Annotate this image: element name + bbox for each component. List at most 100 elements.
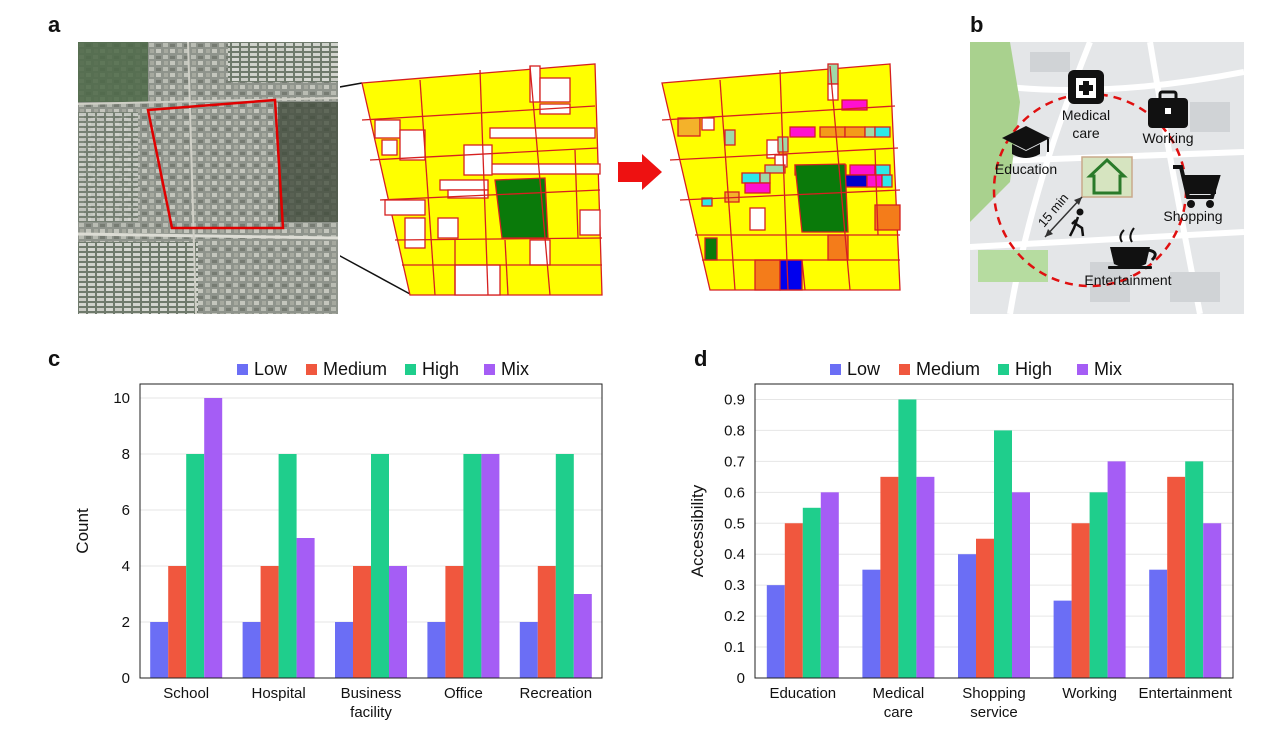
- bar-high: [1185, 461, 1204, 678]
- plot-frame: [139, 383, 603, 679]
- y-tick-label: 4: [122, 558, 130, 575]
- legend-label-low: Low: [847, 359, 881, 379]
- y-tick-label: 0.5: [724, 515, 745, 532]
- bar-low: [862, 569, 881, 678]
- medical-care-label-line2: care: [1072, 125, 1099, 141]
- graduation-cap-icon: [1002, 126, 1050, 158]
- entertainment-label: Entertainment: [1084, 272, 1171, 288]
- panel-label-c: c: [48, 346, 61, 371]
- bar-medium: [260, 566, 279, 678]
- bar-mix: [481, 454, 500, 678]
- legend-label-high: High: [1015, 359, 1052, 379]
- y-tick-label: 0.2: [724, 608, 745, 625]
- bar-mix: [1012, 492, 1030, 678]
- bar-low: [242, 622, 261, 678]
- x-tick-label: Entertainment: [1139, 685, 1233, 702]
- bar-high: [186, 454, 205, 678]
- bar-medium: [537, 566, 556, 678]
- y-tick-label: 6: [122, 502, 130, 519]
- y-tick-label: 0: [737, 670, 745, 687]
- hospital-icon: [1068, 70, 1104, 104]
- y-tick-label: 0.4: [724, 546, 745, 563]
- y-axis-label: Accessibility: [688, 484, 707, 577]
- x-tick-label: service: [970, 704, 1018, 721]
- y-tick-label: 2: [122, 614, 130, 631]
- bar-mix: [573, 594, 592, 678]
- x-tick-label: Shopping: [962, 685, 1025, 702]
- bar-low: [335, 622, 353, 678]
- legend-swatch-high: [405, 364, 416, 375]
- walking-person-icon: [1068, 208, 1085, 237]
- legend-swatch-low: [830, 364, 841, 375]
- legend-swatch-medium: [306, 364, 317, 375]
- bar-high: [1089, 492, 1108, 678]
- coffee-cup-icon: [1108, 227, 1157, 269]
- legend-label-high: High: [422, 359, 459, 379]
- x-tick-label: Hospital: [251, 685, 305, 702]
- briefcase-icon: [1148, 90, 1188, 128]
- legend-swatch-mix: [1077, 364, 1088, 375]
- y-tick-label: 8: [122, 446, 130, 463]
- y-tick-label: 0.6: [724, 484, 745, 501]
- bar-mix: [820, 492, 839, 678]
- y-tick-label: 0.3: [724, 577, 745, 594]
- bar-medium: [168, 566, 187, 678]
- arrow-icon: [618, 154, 662, 190]
- home-icon: [1081, 156, 1133, 198]
- bar-mix: [204, 398, 223, 678]
- bar-low: [1053, 600, 1072, 678]
- legend-swatch-low: [237, 364, 248, 375]
- education-label: Education: [995, 161, 1057, 177]
- x-tick-label: School: [163, 685, 209, 702]
- bar-high: [802, 507, 821, 678]
- y-tick-label: 10: [113, 390, 130, 407]
- x-tick-label: Medical: [873, 685, 925, 702]
- connector-line-bottom: [340, 255, 411, 295]
- parcel-map-original: [361, 63, 603, 296]
- legend-label-medium: Medium: [323, 359, 387, 379]
- plot-frame: [754, 383, 1234, 679]
- connector-line-top: [340, 82, 363, 88]
- bar-medium: [784, 523, 803, 678]
- bar-medium: [353, 566, 371, 678]
- legend-swatch-mix: [484, 364, 495, 375]
- bar-mix: [296, 538, 315, 678]
- y-axis-label: Count: [73, 508, 92, 554]
- shopping-label: Shopping: [1163, 208, 1222, 224]
- y-tick-label: 0.8: [724, 422, 745, 439]
- bar-medium: [880, 476, 899, 678]
- y-tick-label: 0.9: [724, 391, 745, 408]
- x-tick-label: Education: [769, 685, 836, 702]
- legend-label-mix: Mix: [1094, 359, 1122, 379]
- bar-high: [371, 454, 389, 678]
- parcel-maps: [340, 63, 901, 296]
- bar-mix: [1107, 461, 1126, 678]
- x-tick-label: Business: [341, 685, 402, 702]
- bar-high: [463, 454, 482, 678]
- bar-high: [994, 430, 1012, 678]
- y-tick-label: 0.1: [724, 639, 745, 656]
- bar-high: [278, 454, 297, 678]
- legend-swatch-medium: [899, 364, 910, 375]
- bar-medium: [1167, 476, 1186, 678]
- bar-medium: [1071, 523, 1090, 678]
- working-label: Working: [1142, 130, 1193, 146]
- shopping-cart-icon: [1173, 165, 1221, 208]
- parcel-map-optimized: [661, 63, 901, 291]
- panel-label-d: d: [694, 346, 708, 371]
- count-bar-chart: 0 2 4 6 8 10 School Hospital Business facility Off…: [73, 359, 603, 721]
- legend-swatch-high: [998, 364, 1009, 375]
- bar-medium: [445, 566, 464, 678]
- bar-high: [898, 399, 917, 678]
- bar-high: [555, 454, 574, 678]
- legend-label-low: Low: [254, 359, 288, 379]
- y-tick-label: 0: [122, 670, 130, 687]
- distance-arrow: [1044, 196, 1083, 238]
- panel-label-b: b: [970, 12, 984, 37]
- bar-low: [766, 585, 785, 678]
- bar-low: [427, 622, 446, 678]
- bar-low: [958, 554, 976, 678]
- bar-low: [1149, 569, 1168, 678]
- satellite-image: [78, 42, 338, 314]
- accessibility-bar-chart: 0 0.1 0.2 0.3 0.4 0.5 0.6 0.7 0.8 0.9 Education Med…: [688, 359, 1234, 721]
